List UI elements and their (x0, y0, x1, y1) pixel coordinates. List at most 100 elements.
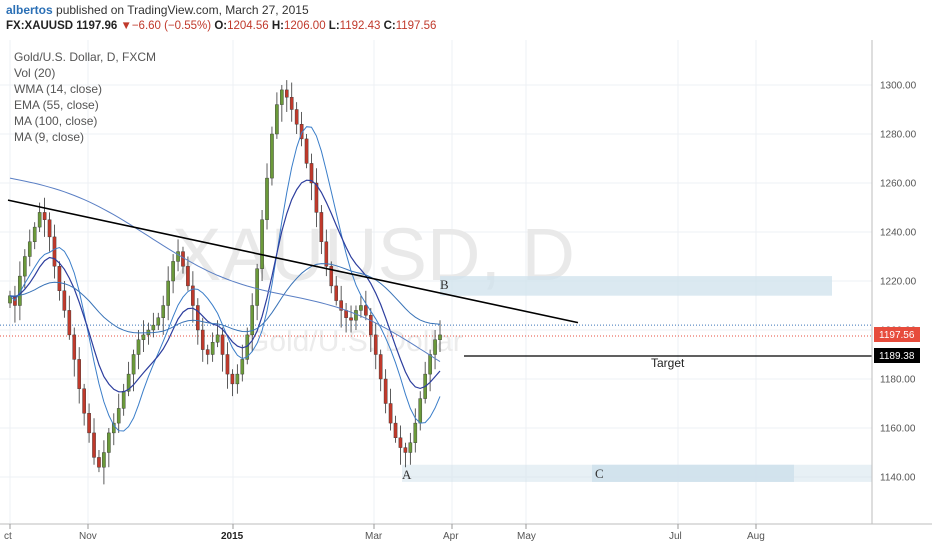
candle-body (369, 315, 373, 336)
candle-body (32, 226, 37, 243)
candle-body (225, 354, 230, 375)
candle-body (354, 310, 358, 321)
candle-body (136, 339, 141, 355)
ohlc-line: FX:XAUUSD 1197.96 ▼−6.60 (−0.55%) O:1204… (6, 20, 436, 32)
candle-body (196, 305, 200, 331)
close-value: 1197.56 (395, 20, 437, 32)
candle-body (111, 422, 116, 434)
symbol-label: FX:XAUUSD (6, 20, 74, 32)
chart-header: albertos published on TradingView.com, M… (0, 0, 932, 38)
candle-body (319, 212, 324, 242)
candle-body (42, 212, 47, 220)
high-value: 1206.00 (284, 20, 326, 32)
candle-body (47, 219, 52, 238)
candle-body (215, 334, 220, 343)
price-tick-label: 1180.00 (880, 375, 916, 386)
candle-body (116, 408, 121, 424)
legend-ma100: MA (100, close) (14, 114, 97, 128)
price-tick-label: 1300.00 (880, 81, 917, 92)
candle-body (57, 266, 62, 292)
candle-body (102, 452, 106, 468)
candle-body (433, 339, 437, 355)
candle-body (200, 329, 205, 350)
candle-body (398, 437, 403, 448)
candle-body (373, 334, 378, 355)
chart-legend: Gold/U.S. Dollar, D, FXCM Vol (20) WMA (… (14, 50, 156, 144)
candle-body (121, 391, 126, 409)
legend-wma: WMA (14, close) (14, 82, 102, 96)
candle-body (438, 334, 442, 340)
candle-body (166, 280, 170, 306)
candle-body (408, 442, 413, 453)
ma100-line (9, 177, 441, 363)
candle-body (240, 359, 245, 375)
low-label: L: (328, 20, 340, 32)
candle-body (220, 334, 225, 355)
candle-body (413, 422, 418, 443)
time-axis[interactable]: ct Nov 2015 Mar Apr May Jul Aug (4, 524, 765, 542)
author-link[interactable]: albertos (6, 3, 53, 17)
candle-body (280, 89, 284, 105)
candle-body (250, 305, 254, 336)
candle-body (349, 317, 353, 321)
candle-body (181, 251, 185, 267)
candle-body (186, 266, 190, 287)
candle-body (37, 212, 42, 228)
open-value: 1204.56 (227, 20, 269, 32)
candle-body (161, 305, 166, 318)
candle-body (107, 432, 111, 453)
candle-body (329, 266, 334, 287)
candle-body (359, 305, 363, 311)
current-price-tag (874, 327, 920, 342)
moving-averages (9, 126, 441, 432)
candle-body (131, 354, 136, 375)
point-b-label: B (440, 277, 449, 292)
candle-body (210, 342, 215, 355)
price-tick-label: 1280.00 (880, 130, 917, 141)
trendline (7, 199, 579, 324)
candle-body (230, 373, 235, 385)
low-value: 1192.43 (339, 20, 381, 32)
candle-body (82, 388, 86, 414)
current-price-label: 1197.56 (879, 330, 915, 341)
lower-zone-core (592, 464, 794, 482)
candle-body (27, 241, 32, 257)
candle-body (72, 334, 77, 360)
time-tick-label: ct (4, 531, 12, 542)
time-tick-label: Aug (747, 531, 765, 542)
time-tick-label: 2015 (221, 531, 244, 542)
candle-body (289, 97, 294, 110)
time-tick-label: Mar (365, 531, 383, 542)
legend-title: Gold/U.S. Dollar, D, FXCM (14, 50, 156, 64)
candle-body (260, 219, 264, 269)
candle-body (235, 373, 240, 385)
candle-body (403, 447, 408, 453)
publish-line: albertos published on TradingView.com, M… (6, 3, 309, 17)
candle-body (126, 373, 131, 392)
candle-body (339, 300, 343, 311)
candle-body (383, 378, 388, 404)
candle-body (294, 109, 299, 125)
candle-body (18, 275, 22, 306)
point-c-label: C (595, 466, 604, 481)
candle-body (393, 422, 398, 439)
reference-lines (0, 324, 872, 357)
trendline-group[interactable] (7, 199, 579, 324)
high-label: H: (271, 20, 285, 32)
price-axis[interactable]: 1300.001280.001260.001240.001220.001200.… (880, 81, 917, 484)
price-labels: 1197.56 1189.38 (874, 327, 920, 363)
candle-body (265, 177, 269, 220)
time-tick-label: Jul (669, 531, 682, 542)
candle-body (23, 256, 27, 277)
candle-body (388, 403, 393, 424)
price-chart[interactable]: XAUUSD, D Gold/U.S. Dollar A B C Target … (0, 40, 932, 550)
candle-body (141, 334, 146, 340)
candle-body (344, 310, 348, 318)
candle-body (378, 354, 383, 380)
price-zones (402, 276, 872, 482)
candle-body (270, 133, 274, 179)
candle-body (67, 310, 72, 336)
wma-line (9, 179, 441, 393)
candle-body (255, 268, 259, 306)
ma9-line (9, 126, 441, 432)
